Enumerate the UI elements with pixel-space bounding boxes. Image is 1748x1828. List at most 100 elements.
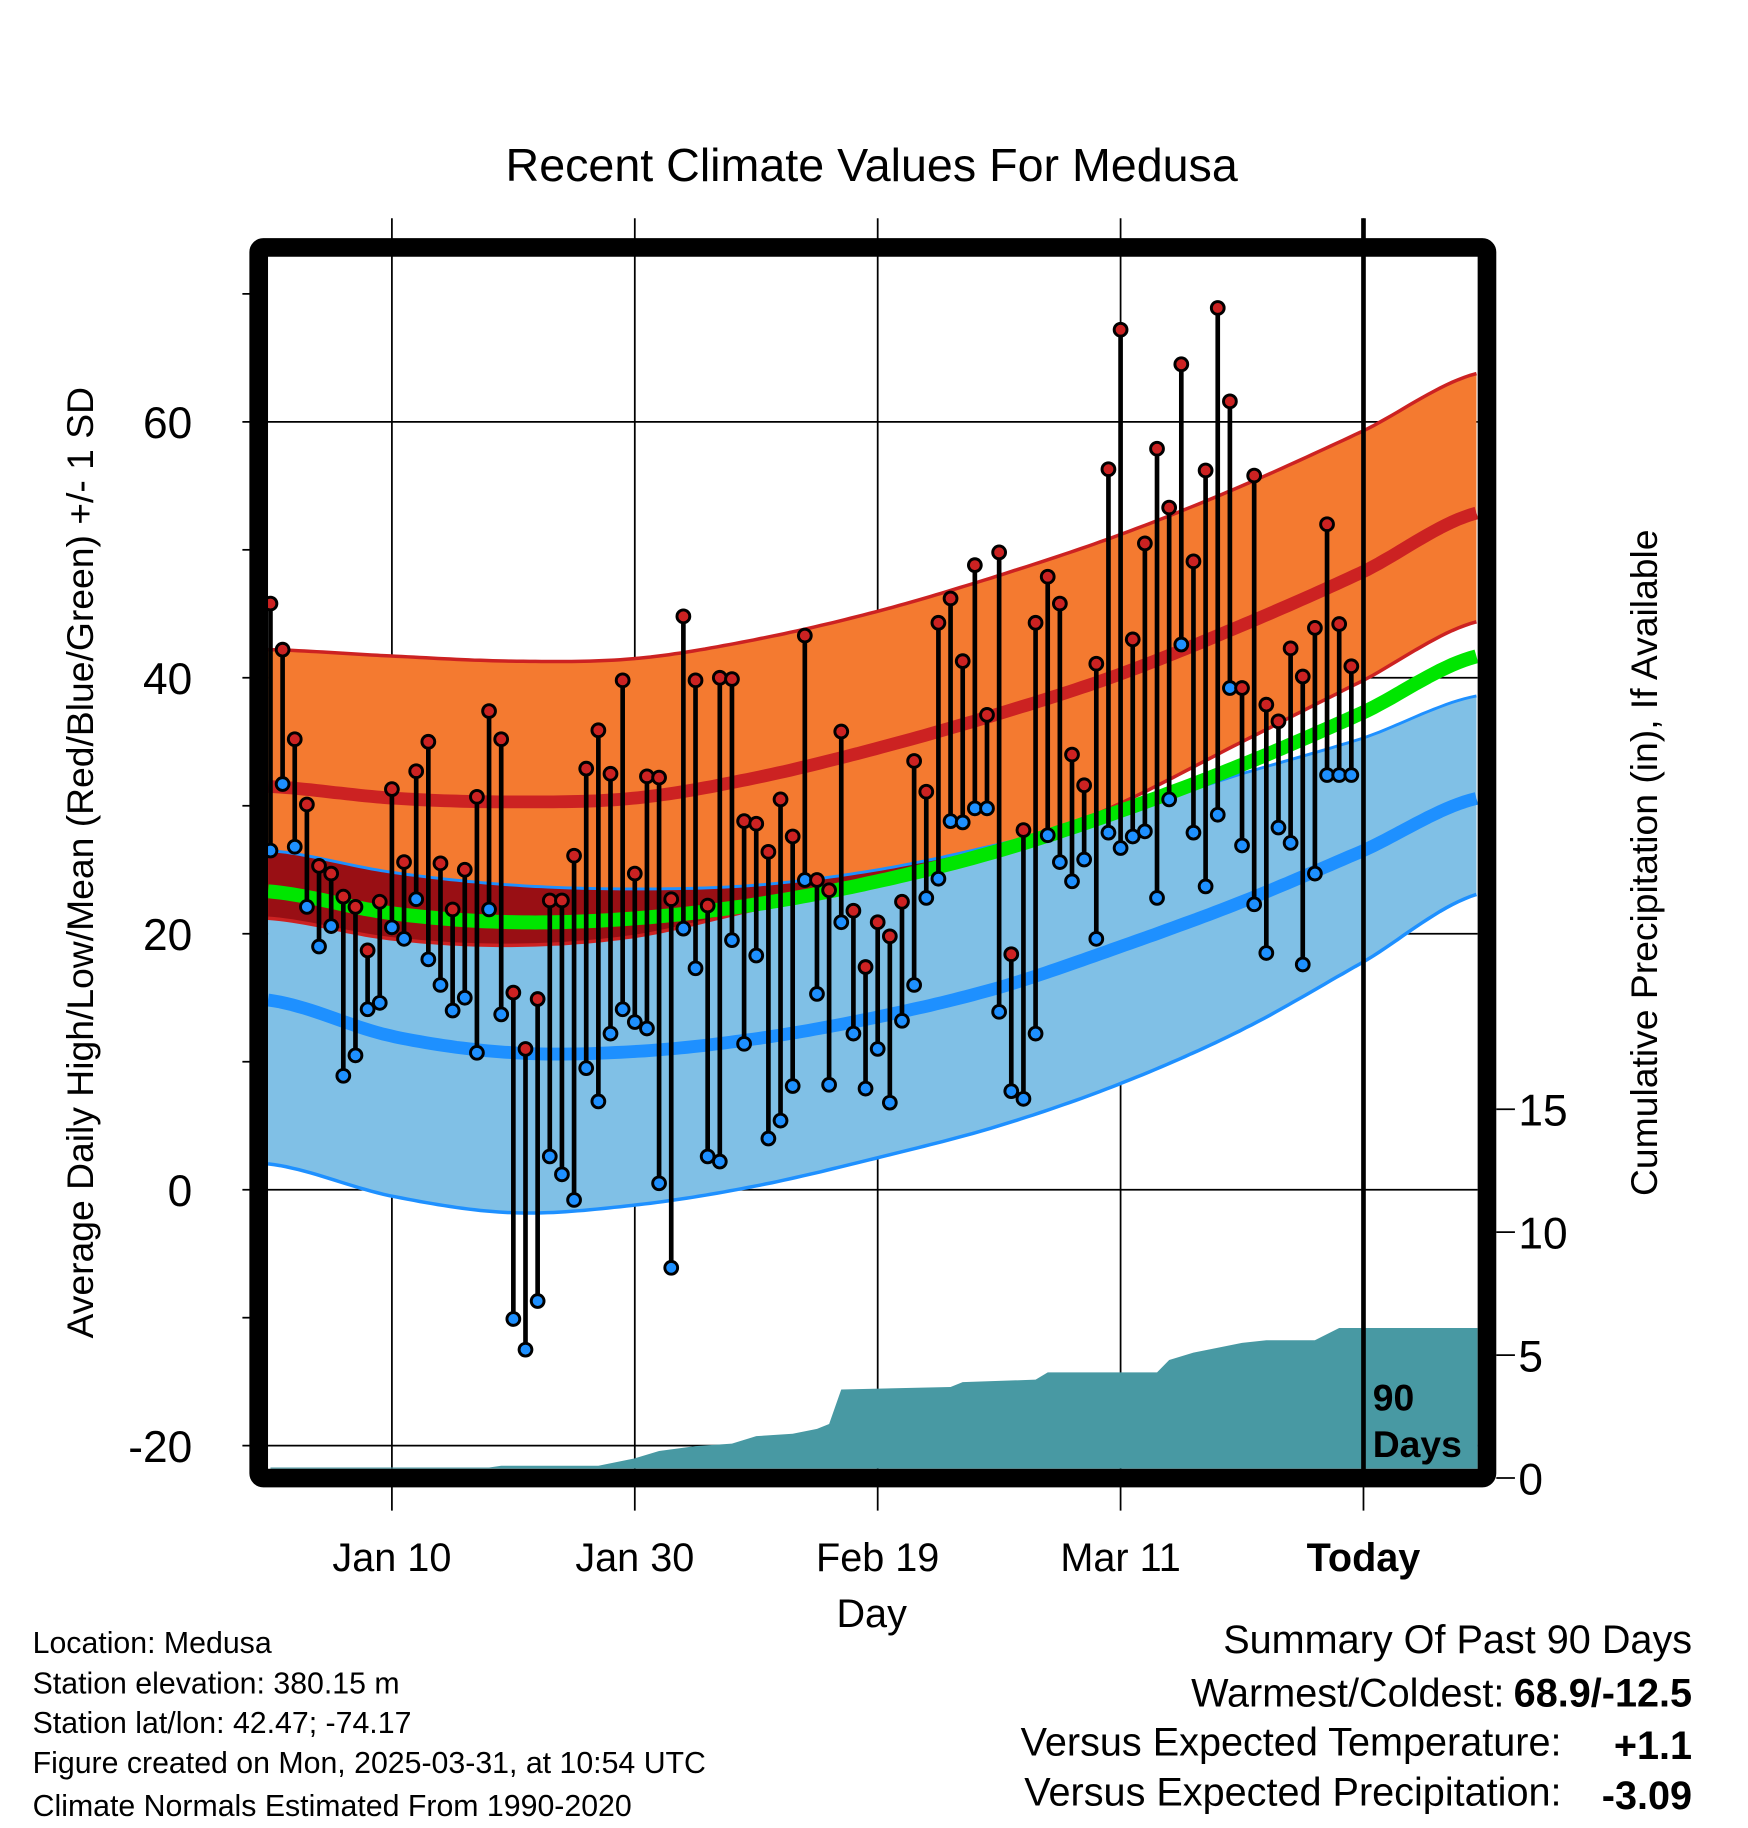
daily-high-point [1307, 620, 1323, 636]
summary: Summary Of Past 90 Days Warmest/Coldest:… [1021, 1618, 1692, 1818]
daily-low-point [1270, 819, 1287, 836]
daily-low-point [408, 891, 425, 908]
y2-tick-label: 15 [1518, 1087, 1567, 1136]
daily-low-point [784, 1078, 801, 1094]
daily-low-point [869, 1041, 886, 1057]
x-axis-label: Day [836, 1592, 907, 1636]
daily-high-point [809, 872, 825, 888]
daily-low-point [578, 1060, 595, 1076]
daily-low-point [772, 1112, 789, 1129]
precip-value: -3.09 [1602, 1774, 1692, 1818]
daily-high-point [323, 865, 340, 882]
daily-low-point [809, 986, 825, 1002]
daily-low-point [1088, 931, 1105, 947]
daily-high-point [396, 854, 412, 870]
daily-low-point [505, 1311, 522, 1327]
daily-low-point [359, 1001, 376, 1018]
temp-label: Versus Expected Temperature: [1021, 1720, 1562, 1764]
daily-high-point [857, 959, 874, 975]
daily-high-point [1039, 568, 1056, 585]
daily-low-point [1234, 837, 1250, 854]
x-tick-label: Today [1307, 1536, 1421, 1580]
daily-low-point [1137, 823, 1153, 840]
daily-low-point [1003, 1083, 1020, 1100]
daily-low-point [894, 1012, 910, 1029]
daily-high-point [1331, 616, 1348, 632]
daily-high-point [894, 893, 910, 910]
precip-cumulative-area [270, 1328, 1478, 1469]
y-tick-label: 60 [143, 399, 192, 448]
x-tick-label: Jan 30 [575, 1536, 694, 1580]
daily-low-point [493, 1006, 510, 1023]
daily-high-point [299, 796, 315, 813]
y-tick-label: 40 [143, 655, 192, 704]
y-tick-label: -20 [128, 1423, 192, 1472]
low-sd-band [268, 695, 1477, 1214]
daily-high-point [420, 733, 437, 750]
daily-high-point [979, 707, 995, 723]
daily-low-point [1307, 865, 1323, 882]
daily-high-point [869, 914, 886, 931]
daily-low-point [748, 947, 765, 964]
y2-tick-label: 0 [1518, 1455, 1543, 1504]
daily-high-point [1137, 535, 1153, 552]
daily-low-point [384, 919, 400, 936]
daily-high-point [554, 892, 570, 909]
daily-high-point [760, 843, 777, 860]
daily-low-point [979, 800, 995, 817]
daily-high-point [663, 891, 680, 908]
low-plus-sd-line [268, 694, 1477, 891]
daily-low-point [906, 977, 922, 993]
chart-title: Recent Climate Values For Medusa [506, 139, 1238, 191]
daily-high-point [1197, 462, 1214, 479]
daily-low-point [675, 920, 692, 937]
daily-low-point [651, 1175, 667, 1192]
daily-low-point [614, 1001, 631, 1018]
daily-high-point [1051, 595, 1068, 612]
daily-high-point [1319, 516, 1335, 533]
daily-low-point [1161, 791, 1178, 808]
daily-low-point [1076, 851, 1093, 868]
normals-text: Climate Normals Estimated From 1990-2020 [33, 1790, 632, 1823]
daily-high-point [347, 899, 364, 915]
daily-low-point [1015, 1090, 1032, 1107]
daily-high-point [335, 888, 352, 905]
daily-high-point [1064, 746, 1080, 763]
daily-high-point [736, 813, 752, 829]
daily-high-point [821, 882, 837, 899]
daily-high-point [1222, 393, 1238, 410]
daily-low-point [286, 838, 303, 855]
daily-high-point [1100, 461, 1117, 478]
daily-high-point [1173, 356, 1190, 373]
daily-low-point [554, 1166, 570, 1183]
daily-low-point [590, 1093, 607, 1110]
high-mean-line [268, 506, 1478, 809]
daily-high-point [699, 897, 716, 914]
daily-high-point [578, 760, 595, 777]
daily-low-point [1039, 827, 1056, 844]
daily-low-point [760, 1130, 777, 1147]
daily-low-point [469, 1044, 485, 1061]
daily-low-point [602, 1025, 619, 1042]
daily-high-point [930, 614, 947, 631]
daily-low-point [833, 914, 850, 931]
daily-high-point [881, 928, 898, 945]
y-tick-label: 0 [168, 1167, 193, 1216]
daily-high-point [675, 608, 692, 625]
daily-high-point [1088, 655, 1105, 672]
daily-low-point [626, 1014, 643, 1030]
daily-high-point [493, 731, 510, 748]
daily-low-point [1258, 945, 1275, 961]
precip-label: Versus Expected Precipitation: [1024, 1770, 1561, 1814]
daily-high-point [614, 672, 631, 689]
low-mean-line [268, 792, 1478, 1061]
daily-low-point [663, 1259, 680, 1276]
daily-high-point [1270, 713, 1287, 730]
plot-frame [249, 238, 1497, 1488]
y2-axis-label: Cumulative Precipitation (in), If Availa… [1623, 529, 1665, 1196]
y2-tick-label: 10 [1518, 1209, 1567, 1258]
temp-value: +1.1 [1614, 1724, 1692, 1768]
daily-high-point [687, 672, 704, 689]
footer-info: Location: Medusa Station elevation: 380.… [33, 1627, 706, 1823]
